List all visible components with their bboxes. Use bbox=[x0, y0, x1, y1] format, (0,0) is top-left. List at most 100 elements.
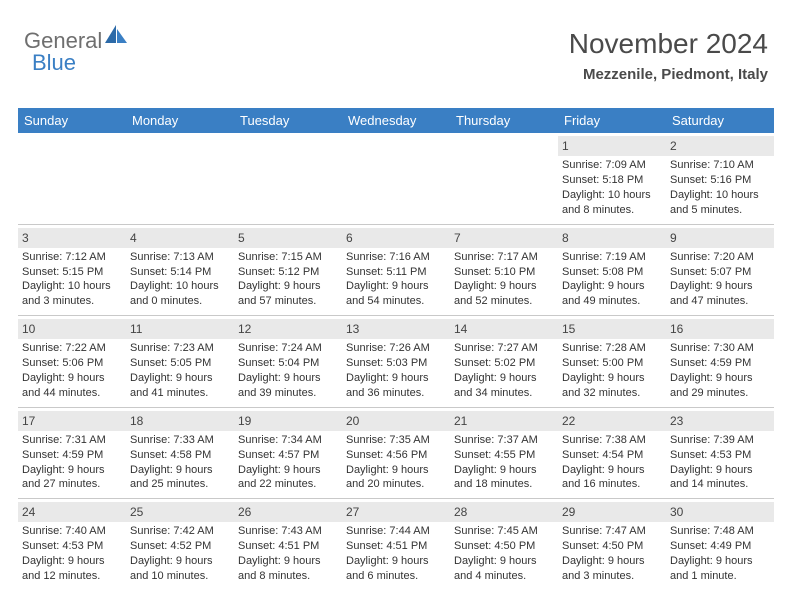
calendar-day: 7Sunrise: 7:17 AMSunset: 5:10 PMDaylight… bbox=[450, 224, 558, 316]
day-number: 20 bbox=[342, 411, 450, 431]
daylight-text: Daylight: 9 hours and 44 minutes. bbox=[22, 371, 122, 401]
calendar-day: 21Sunrise: 7:37 AMSunset: 4:55 PMDayligh… bbox=[450, 407, 558, 499]
daylight-text: Daylight: 9 hours and 16 minutes. bbox=[562, 463, 662, 493]
sunrise-text: Sunrise: 7:20 AM bbox=[670, 250, 770, 265]
day-number: 12 bbox=[234, 319, 342, 339]
day-number: 8 bbox=[558, 228, 666, 248]
calendar-day-empty bbox=[234, 133, 342, 224]
sunset-text: Sunset: 4:56 PM bbox=[346, 448, 446, 463]
sunset-text: Sunset: 5:06 PM bbox=[22, 356, 122, 371]
sunrise-text: Sunrise: 7:44 AM bbox=[346, 524, 446, 539]
calendar-day: 24Sunrise: 7:40 AMSunset: 4:53 PMDayligh… bbox=[18, 499, 126, 590]
day-number: 17 bbox=[18, 411, 126, 431]
calendar-header: SundayMondayTuesdayWednesdayThursdayFrid… bbox=[18, 108, 774, 133]
sunset-text: Sunset: 5:10 PM bbox=[454, 265, 554, 280]
calendar-day: 30Sunrise: 7:48 AMSunset: 4:49 PMDayligh… bbox=[666, 499, 774, 590]
sunset-text: Sunset: 5:08 PM bbox=[562, 265, 662, 280]
sunrise-text: Sunrise: 7:24 AM bbox=[238, 341, 338, 356]
sunset-text: Sunset: 4:55 PM bbox=[454, 448, 554, 463]
title-block: November 2024 Mezzenile, Piedmont, Italy bbox=[569, 28, 768, 83]
daylight-text: Daylight: 10 hours and 3 minutes. bbox=[22, 279, 122, 309]
sunrise-text: Sunrise: 7:27 AM bbox=[454, 341, 554, 356]
sunrise-text: Sunrise: 7:15 AM bbox=[238, 250, 338, 265]
sunrise-text: Sunrise: 7:45 AM bbox=[454, 524, 554, 539]
day-number: 22 bbox=[558, 411, 666, 431]
day-number: 30 bbox=[666, 502, 774, 522]
daylight-text: Daylight: 10 hours and 5 minutes. bbox=[670, 188, 770, 218]
day-number: 24 bbox=[18, 502, 126, 522]
day-header: Tuesday bbox=[234, 108, 342, 133]
day-number: 11 bbox=[126, 319, 234, 339]
calendar-day: 9Sunrise: 7:20 AMSunset: 5:07 PMDaylight… bbox=[666, 224, 774, 316]
daylight-text: Daylight: 9 hours and 14 minutes. bbox=[670, 463, 770, 493]
daylight-text: Daylight: 9 hours and 4 minutes. bbox=[454, 554, 554, 584]
logo-text-accent-wrap: Blue bbox=[32, 50, 76, 76]
sunrise-text: Sunrise: 7:37 AM bbox=[454, 433, 554, 448]
daylight-text: Daylight: 9 hours and 52 minutes. bbox=[454, 279, 554, 309]
sunset-text: Sunset: 5:04 PM bbox=[238, 356, 338, 371]
day-number: 10 bbox=[18, 319, 126, 339]
sunrise-text: Sunrise: 7:42 AM bbox=[130, 524, 230, 539]
calendar-day: 16Sunrise: 7:30 AMSunset: 4:59 PMDayligh… bbox=[666, 316, 774, 408]
calendar-day: 3Sunrise: 7:12 AMSunset: 5:15 PMDaylight… bbox=[18, 224, 126, 316]
sunrise-text: Sunrise: 7:34 AM bbox=[238, 433, 338, 448]
day-number: 29 bbox=[558, 502, 666, 522]
calendar-week: 17Sunrise: 7:31 AMSunset: 4:59 PMDayligh… bbox=[18, 407, 774, 499]
daylight-text: Daylight: 9 hours and 49 minutes. bbox=[562, 279, 662, 309]
daylight-text: Daylight: 9 hours and 27 minutes. bbox=[22, 463, 122, 493]
day-number: 14 bbox=[450, 319, 558, 339]
day-number: 15 bbox=[558, 319, 666, 339]
calendar-body: 1Sunrise: 7:09 AMSunset: 5:18 PMDaylight… bbox=[18, 133, 774, 590]
sunrise-text: Sunrise: 7:33 AM bbox=[130, 433, 230, 448]
day-header: Wednesday bbox=[342, 108, 450, 133]
sunrise-text: Sunrise: 7:17 AM bbox=[454, 250, 554, 265]
sunset-text: Sunset: 4:58 PM bbox=[130, 448, 230, 463]
calendar-day: 27Sunrise: 7:44 AMSunset: 4:51 PMDayligh… bbox=[342, 499, 450, 590]
logo-text-accent: Blue bbox=[32, 50, 76, 75]
sunset-text: Sunset: 4:53 PM bbox=[22, 539, 122, 554]
daylight-text: Daylight: 9 hours and 6 minutes. bbox=[346, 554, 446, 584]
calendar-day: 6Sunrise: 7:16 AMSunset: 5:11 PMDaylight… bbox=[342, 224, 450, 316]
sunrise-text: Sunrise: 7:39 AM bbox=[670, 433, 770, 448]
daylight-text: Daylight: 9 hours and 18 minutes. bbox=[454, 463, 554, 493]
calendar-day: 2Sunrise: 7:10 AMSunset: 5:16 PMDaylight… bbox=[666, 133, 774, 224]
sunset-text: Sunset: 4:51 PM bbox=[346, 539, 446, 554]
day-header: Saturday bbox=[666, 108, 774, 133]
calendar-day: 29Sunrise: 7:47 AMSunset: 4:50 PMDayligh… bbox=[558, 499, 666, 590]
calendar-day: 11Sunrise: 7:23 AMSunset: 5:05 PMDayligh… bbox=[126, 316, 234, 408]
calendar-day: 4Sunrise: 7:13 AMSunset: 5:14 PMDaylight… bbox=[126, 224, 234, 316]
calendar-day: 13Sunrise: 7:26 AMSunset: 5:03 PMDayligh… bbox=[342, 316, 450, 408]
day-number: 18 bbox=[126, 411, 234, 431]
daylight-text: Daylight: 9 hours and 29 minutes. bbox=[670, 371, 770, 401]
calendar-day: 1Sunrise: 7:09 AMSunset: 5:18 PMDaylight… bbox=[558, 133, 666, 224]
calendar-day-empty bbox=[18, 133, 126, 224]
calendar-day: 5Sunrise: 7:15 AMSunset: 5:12 PMDaylight… bbox=[234, 224, 342, 316]
daylight-text: Daylight: 10 hours and 0 minutes. bbox=[130, 279, 230, 309]
calendar-day: 25Sunrise: 7:42 AMSunset: 4:52 PMDayligh… bbox=[126, 499, 234, 590]
sunset-text: Sunset: 5:14 PM bbox=[130, 265, 230, 280]
sunrise-text: Sunrise: 7:31 AM bbox=[22, 433, 122, 448]
sunset-text: Sunset: 5:03 PM bbox=[346, 356, 446, 371]
sunrise-text: Sunrise: 7:12 AM bbox=[22, 250, 122, 265]
day-number: 5 bbox=[234, 228, 342, 248]
calendar-day: 17Sunrise: 7:31 AMSunset: 4:59 PMDayligh… bbox=[18, 407, 126, 499]
sunrise-text: Sunrise: 7:35 AM bbox=[346, 433, 446, 448]
calendar-week: 1Sunrise: 7:09 AMSunset: 5:18 PMDaylight… bbox=[18, 133, 774, 224]
sunrise-text: Sunrise: 7:22 AM bbox=[22, 341, 122, 356]
sunrise-text: Sunrise: 7:09 AM bbox=[562, 158, 662, 173]
day-header: Monday bbox=[126, 108, 234, 133]
calendar-day: 22Sunrise: 7:38 AMSunset: 4:54 PMDayligh… bbox=[558, 407, 666, 499]
day-number: 19 bbox=[234, 411, 342, 431]
calendar-week: 3Sunrise: 7:12 AMSunset: 5:15 PMDaylight… bbox=[18, 224, 774, 316]
calendar-day: 12Sunrise: 7:24 AMSunset: 5:04 PMDayligh… bbox=[234, 316, 342, 408]
sunset-text: Sunset: 4:59 PM bbox=[670, 356, 770, 371]
calendar-day-empty bbox=[450, 133, 558, 224]
day-number: 28 bbox=[450, 502, 558, 522]
calendar-day: 26Sunrise: 7:43 AMSunset: 4:51 PMDayligh… bbox=[234, 499, 342, 590]
day-number: 9 bbox=[666, 228, 774, 248]
sunrise-text: Sunrise: 7:48 AM bbox=[670, 524, 770, 539]
day-number: 6 bbox=[342, 228, 450, 248]
sunset-text: Sunset: 5:00 PM bbox=[562, 356, 662, 371]
daylight-text: Daylight: 9 hours and 12 minutes. bbox=[22, 554, 122, 584]
day-number: 13 bbox=[342, 319, 450, 339]
